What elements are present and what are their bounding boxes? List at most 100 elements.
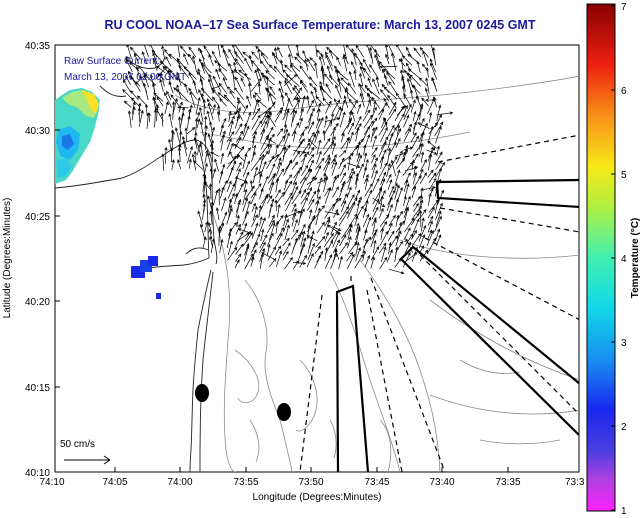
current-vector-arrow — [268, 163, 276, 178]
current-vector-arrow — [180, 45, 190, 57]
current-vector-arrow — [354, 52, 363, 66]
current-vector-arrow — [182, 140, 188, 156]
current-vector-arrow — [346, 136, 351, 150]
current-vector-arrow — [234, 231, 244, 248]
current-vector-arrow — [362, 166, 368, 179]
current-vector-arrow — [284, 80, 293, 95]
current-vector-arrow — [387, 230, 395, 242]
current-vector-arrow — [166, 90, 172, 101]
current-vector-arrow — [215, 207, 220, 221]
current-vector-arrow — [242, 171, 250, 186]
current-vector-arrow — [428, 121, 438, 135]
current-vector-arrow — [427, 192, 432, 206]
current-vector-arrow — [207, 78, 214, 94]
current-vector-arrow — [221, 197, 227, 212]
current-vector-arrow — [204, 149, 209, 164]
current-vector-arrow — [371, 206, 379, 220]
current-vector-arrow — [396, 157, 406, 170]
current-vector-arrow — [250, 183, 262, 199]
current-vector-arrow — [410, 132, 417, 143]
current-vector-arrow — [267, 101, 276, 113]
current-vector-arrow — [419, 194, 423, 206]
current-vector-arrow — [387, 94, 397, 109]
current-vector-arrow — [130, 76, 141, 92]
marker-ellipse-east — [277, 403, 291, 421]
current-vector-arrow — [403, 93, 412, 107]
current-vector-arrow — [307, 242, 315, 261]
current-vector-arrow — [412, 195, 421, 207]
current-vector-arrow — [413, 165, 417, 178]
current-vector-arrow — [324, 154, 331, 164]
current-vector-arrow — [315, 95, 325, 107]
x-tick-label: 73:40 — [429, 477, 454, 488]
current-vector-arrow — [255, 45, 269, 59]
current-vector-arrow — [242, 188, 248, 205]
current-vector-arrow — [395, 137, 401, 148]
current-vector-arrow — [373, 239, 377, 254]
current-vector-arrow — [300, 196, 308, 212]
current-vector-arrow — [226, 232, 232, 248]
current-vector-arrow — [358, 82, 365, 100]
current-vector-arrow — [242, 160, 251, 177]
current-vector-arrow — [231, 69, 235, 87]
current-vector-arrow — [307, 121, 314, 134]
current-vector-arrow — [298, 243, 306, 261]
current-vector-arrow — [338, 157, 345, 170]
current-vector-arrow — [412, 121, 417, 135]
current-vector-arrow — [426, 229, 434, 247]
current-vector-arrow — [362, 236, 372, 248]
current-vector-arrow — [428, 111, 433, 123]
current-vector-arrow — [356, 140, 361, 156]
current-vector-arrow — [206, 152, 212, 169]
current-vector-arrow — [339, 149, 347, 158]
current-vector-arrow — [143, 82, 149, 101]
current-vector-arrow — [193, 150, 197, 163]
current-vector-arrow — [280, 93, 285, 107]
current-vector-arrow — [291, 190, 302, 205]
current-vector-arrow — [153, 109, 158, 128]
current-vector-arrow — [404, 233, 414, 246]
current-vector-arrow — [400, 57, 404, 73]
current-vector-arrow — [380, 227, 385, 240]
current-vector-arrow — [427, 220, 433, 233]
current-vector-arrow — [370, 246, 380, 261]
current-vector-arrow — [244, 72, 252, 87]
current-vector-arrow — [367, 77, 372, 87]
current-vector-arrow — [322, 129, 326, 141]
current-vector-arrow — [290, 108, 296, 128]
current-vector-arrow — [372, 197, 386, 208]
current-vector-arrow — [435, 125, 442, 144]
current-vector-arrow — [363, 114, 373, 128]
current-vector-arrow — [379, 256, 388, 270]
current-vector-arrow — [284, 224, 290, 241]
current-vector-arrow — [304, 58, 309, 71]
current-vector-arrow — [334, 248, 340, 260]
current-vector-arrow — [333, 106, 341, 122]
current-vector-arrow — [396, 124, 401, 137]
current-vector-arrow — [375, 76, 380, 88]
current-vector-arrow — [309, 82, 318, 93]
current-vector-arrow — [429, 177, 437, 190]
current-vector-arrow — [234, 192, 238, 204]
current-vector-arrow — [174, 127, 180, 143]
current-vector-arrow — [302, 49, 307, 60]
current-vector-arrow — [244, 185, 255, 200]
current-vector-arrow — [422, 50, 429, 67]
current-vector-arrow — [380, 155, 385, 170]
current-vector-arrow — [260, 120, 268, 136]
current-vector-arrow — [197, 210, 204, 227]
current-vector-arrow — [427, 140, 438, 149]
current-vector-arrow — [246, 95, 252, 107]
current-vector-arrow — [378, 121, 388, 136]
map-content — [55, 45, 579, 472]
current-vector-arrow — [268, 92, 275, 109]
current-vector-arrow — [355, 126, 360, 142]
current-vector-arrow — [204, 131, 208, 150]
current-vector-arrow — [308, 209, 313, 219]
current-vector-arrow — [355, 241, 360, 256]
current-vector-arrow — [260, 60, 270, 73]
current-vector-arrow — [379, 230, 389, 247]
current-vector-arrow — [220, 211, 228, 227]
current-vector-arrow — [436, 104, 442, 122]
current-vector-arrow — [394, 184, 400, 200]
